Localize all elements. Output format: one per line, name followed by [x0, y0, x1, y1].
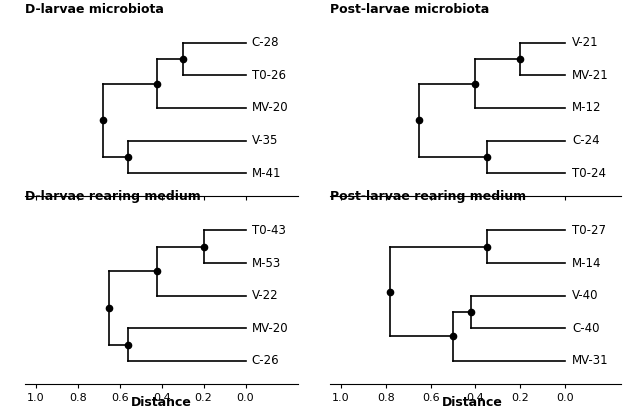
Text: V-40: V-40 [572, 289, 598, 302]
Text: MV-20: MV-20 [252, 322, 288, 335]
Text: Post-larvae rearing medium: Post-larvae rearing medium [330, 190, 526, 203]
Text: M-14: M-14 [572, 256, 602, 269]
Text: M-12: M-12 [572, 101, 602, 114]
Text: T0-27: T0-27 [572, 224, 606, 237]
Text: C-26: C-26 [252, 354, 280, 367]
Text: MV-31: MV-31 [572, 354, 609, 367]
Text: D-larvae rearing medium: D-larvae rearing medium [25, 190, 201, 203]
Text: Distance: Distance [442, 396, 503, 409]
Text: V-22: V-22 [252, 289, 278, 302]
Text: Post-larvae microbiota: Post-larvae microbiota [330, 3, 489, 15]
Text: MV-20: MV-20 [252, 101, 288, 114]
Text: T0-24: T0-24 [572, 167, 606, 180]
Text: M-53: M-53 [252, 256, 281, 269]
Text: C-28: C-28 [252, 36, 280, 49]
Text: T0-43: T0-43 [252, 224, 286, 237]
Text: Distance: Distance [131, 396, 192, 409]
Text: V-35: V-35 [252, 134, 278, 147]
Text: M-41: M-41 [252, 167, 281, 180]
Text: D-larvae microbiota: D-larvae microbiota [25, 3, 164, 15]
Text: T0-26: T0-26 [252, 69, 286, 82]
Text: MV-21: MV-21 [572, 69, 609, 82]
Text: C-40: C-40 [572, 322, 600, 335]
Text: C-24: C-24 [572, 134, 600, 147]
Text: V-21: V-21 [572, 36, 598, 49]
